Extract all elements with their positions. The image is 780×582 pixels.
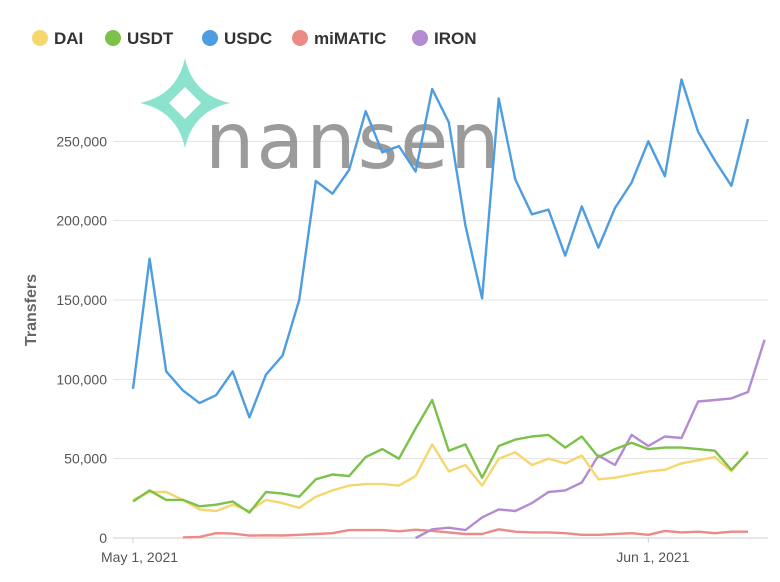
y-axis-label: Transfers [23, 274, 40, 346]
nansen-wordmark: nansen [205, 97, 502, 187]
x-axis-ticks: May 1, 2021 Jun 1, 2021 [101, 538, 690, 565]
gridlines [113, 140, 768, 539]
legend-label-iron: IRON [434, 29, 477, 48]
series-line-usdt [132, 398, 749, 514]
y-tick-label: 50,000 [64, 451, 107, 467]
nansen-watermark: nansen [140, 58, 502, 187]
legend-label-mimatic: miMATIC [314, 29, 386, 48]
legend-swatch-usdt [105, 30, 121, 46]
series-line-usdc [131, 78, 750, 419]
series-line-iron [415, 339, 766, 540]
y-tick-label: 250,000 [56, 133, 107, 149]
series-line-dai [132, 443, 749, 513]
series-lines [131, 78, 766, 540]
legend: DAI USDT USDC miMATIC IRON [32, 29, 477, 48]
x-tick-label: Jun 1, 2021 [616, 549, 689, 565]
legend-swatch-dai [32, 30, 48, 46]
legend-label-dai: DAI [54, 29, 83, 48]
legend-swatch-usdc [202, 30, 218, 46]
nansen-logo-icon [140, 58, 230, 148]
x-tick-label: May 1, 2021 [101, 549, 178, 565]
y-tick-label: 200,000 [56, 213, 107, 229]
y-tick-label: 100,000 [56, 371, 107, 387]
y-tick-label: 150,000 [56, 292, 107, 308]
legend-label-usdc: USDC [224, 29, 272, 48]
legend-label-usdt: USDT [127, 29, 174, 48]
legend-swatch-mimatic [292, 30, 308, 46]
series-line-mimatic [182, 528, 748, 539]
y-axis-ticks: 0 50,000 100,000 150,000 200,000 250,000 [56, 133, 107, 546]
legend-swatch-iron [412, 30, 428, 46]
y-tick-label: 0 [99, 530, 107, 546]
